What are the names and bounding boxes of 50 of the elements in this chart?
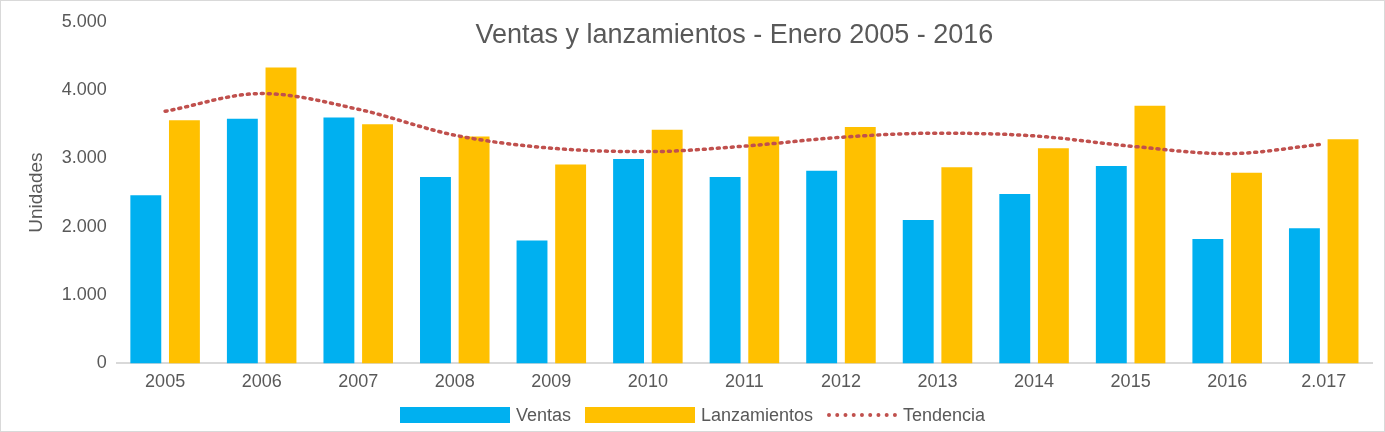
bar xyxy=(806,170,838,364)
bar xyxy=(1192,239,1224,364)
x-tick-label: 2005 xyxy=(145,371,186,392)
bar xyxy=(168,120,200,364)
x-tick-label: 2016 xyxy=(1207,371,1248,392)
y-tick-label: 5.000 xyxy=(61,10,107,31)
bar xyxy=(1134,105,1166,364)
bar xyxy=(362,124,393,364)
bar xyxy=(844,127,876,364)
x-tick-label: 2011 xyxy=(725,371,764,392)
bar xyxy=(613,159,645,364)
bar xyxy=(941,167,973,364)
bar xyxy=(1095,165,1127,364)
bar xyxy=(651,129,683,364)
bar xyxy=(748,136,780,364)
text: Ventas xyxy=(515,404,571,426)
bar xyxy=(1288,228,1320,364)
x-tick-label: 2009 xyxy=(531,371,572,392)
bar xyxy=(226,118,258,364)
y-tick-label: 3.000 xyxy=(61,147,107,168)
y-tick-label: 4.000 xyxy=(61,79,107,100)
y-axis-title: Unidades xyxy=(24,152,46,233)
bar xyxy=(1231,172,1262,364)
y-tick-label: 2.000 xyxy=(61,215,107,236)
y-tick-label: 0 xyxy=(96,352,107,373)
bar xyxy=(420,176,451,364)
x-tick-label: 2012 xyxy=(820,371,861,392)
x-tick-label: 2010 xyxy=(627,371,668,392)
x-tick-label: 2013 xyxy=(917,371,958,392)
bar xyxy=(130,195,162,364)
chart-title: Ventas y lanzamientos - Enero 2005 - 2016 xyxy=(475,19,994,50)
x-tick-label: 2.017 xyxy=(1301,371,1347,392)
x-tick-label: 2015 xyxy=(1110,371,1151,392)
x-tick-label: 2007 xyxy=(338,371,379,392)
legend-label: Tendencia xyxy=(903,404,986,426)
bar xyxy=(516,240,548,364)
bar xyxy=(999,193,1031,364)
bar xyxy=(458,136,490,364)
y-tick-label: 1.000 xyxy=(61,284,107,305)
bar xyxy=(265,67,297,364)
bar xyxy=(902,219,934,364)
bar xyxy=(555,164,587,364)
x-tick-label: 2008 xyxy=(434,371,475,392)
text: Lanzamientos xyxy=(700,404,814,426)
bar xyxy=(1037,148,1069,364)
bar xyxy=(323,117,355,364)
x-tick-label: 2014 xyxy=(1014,371,1055,392)
bar xyxy=(1327,139,1359,364)
bar xyxy=(709,176,741,364)
x-tick-label: 2006 xyxy=(241,371,282,392)
